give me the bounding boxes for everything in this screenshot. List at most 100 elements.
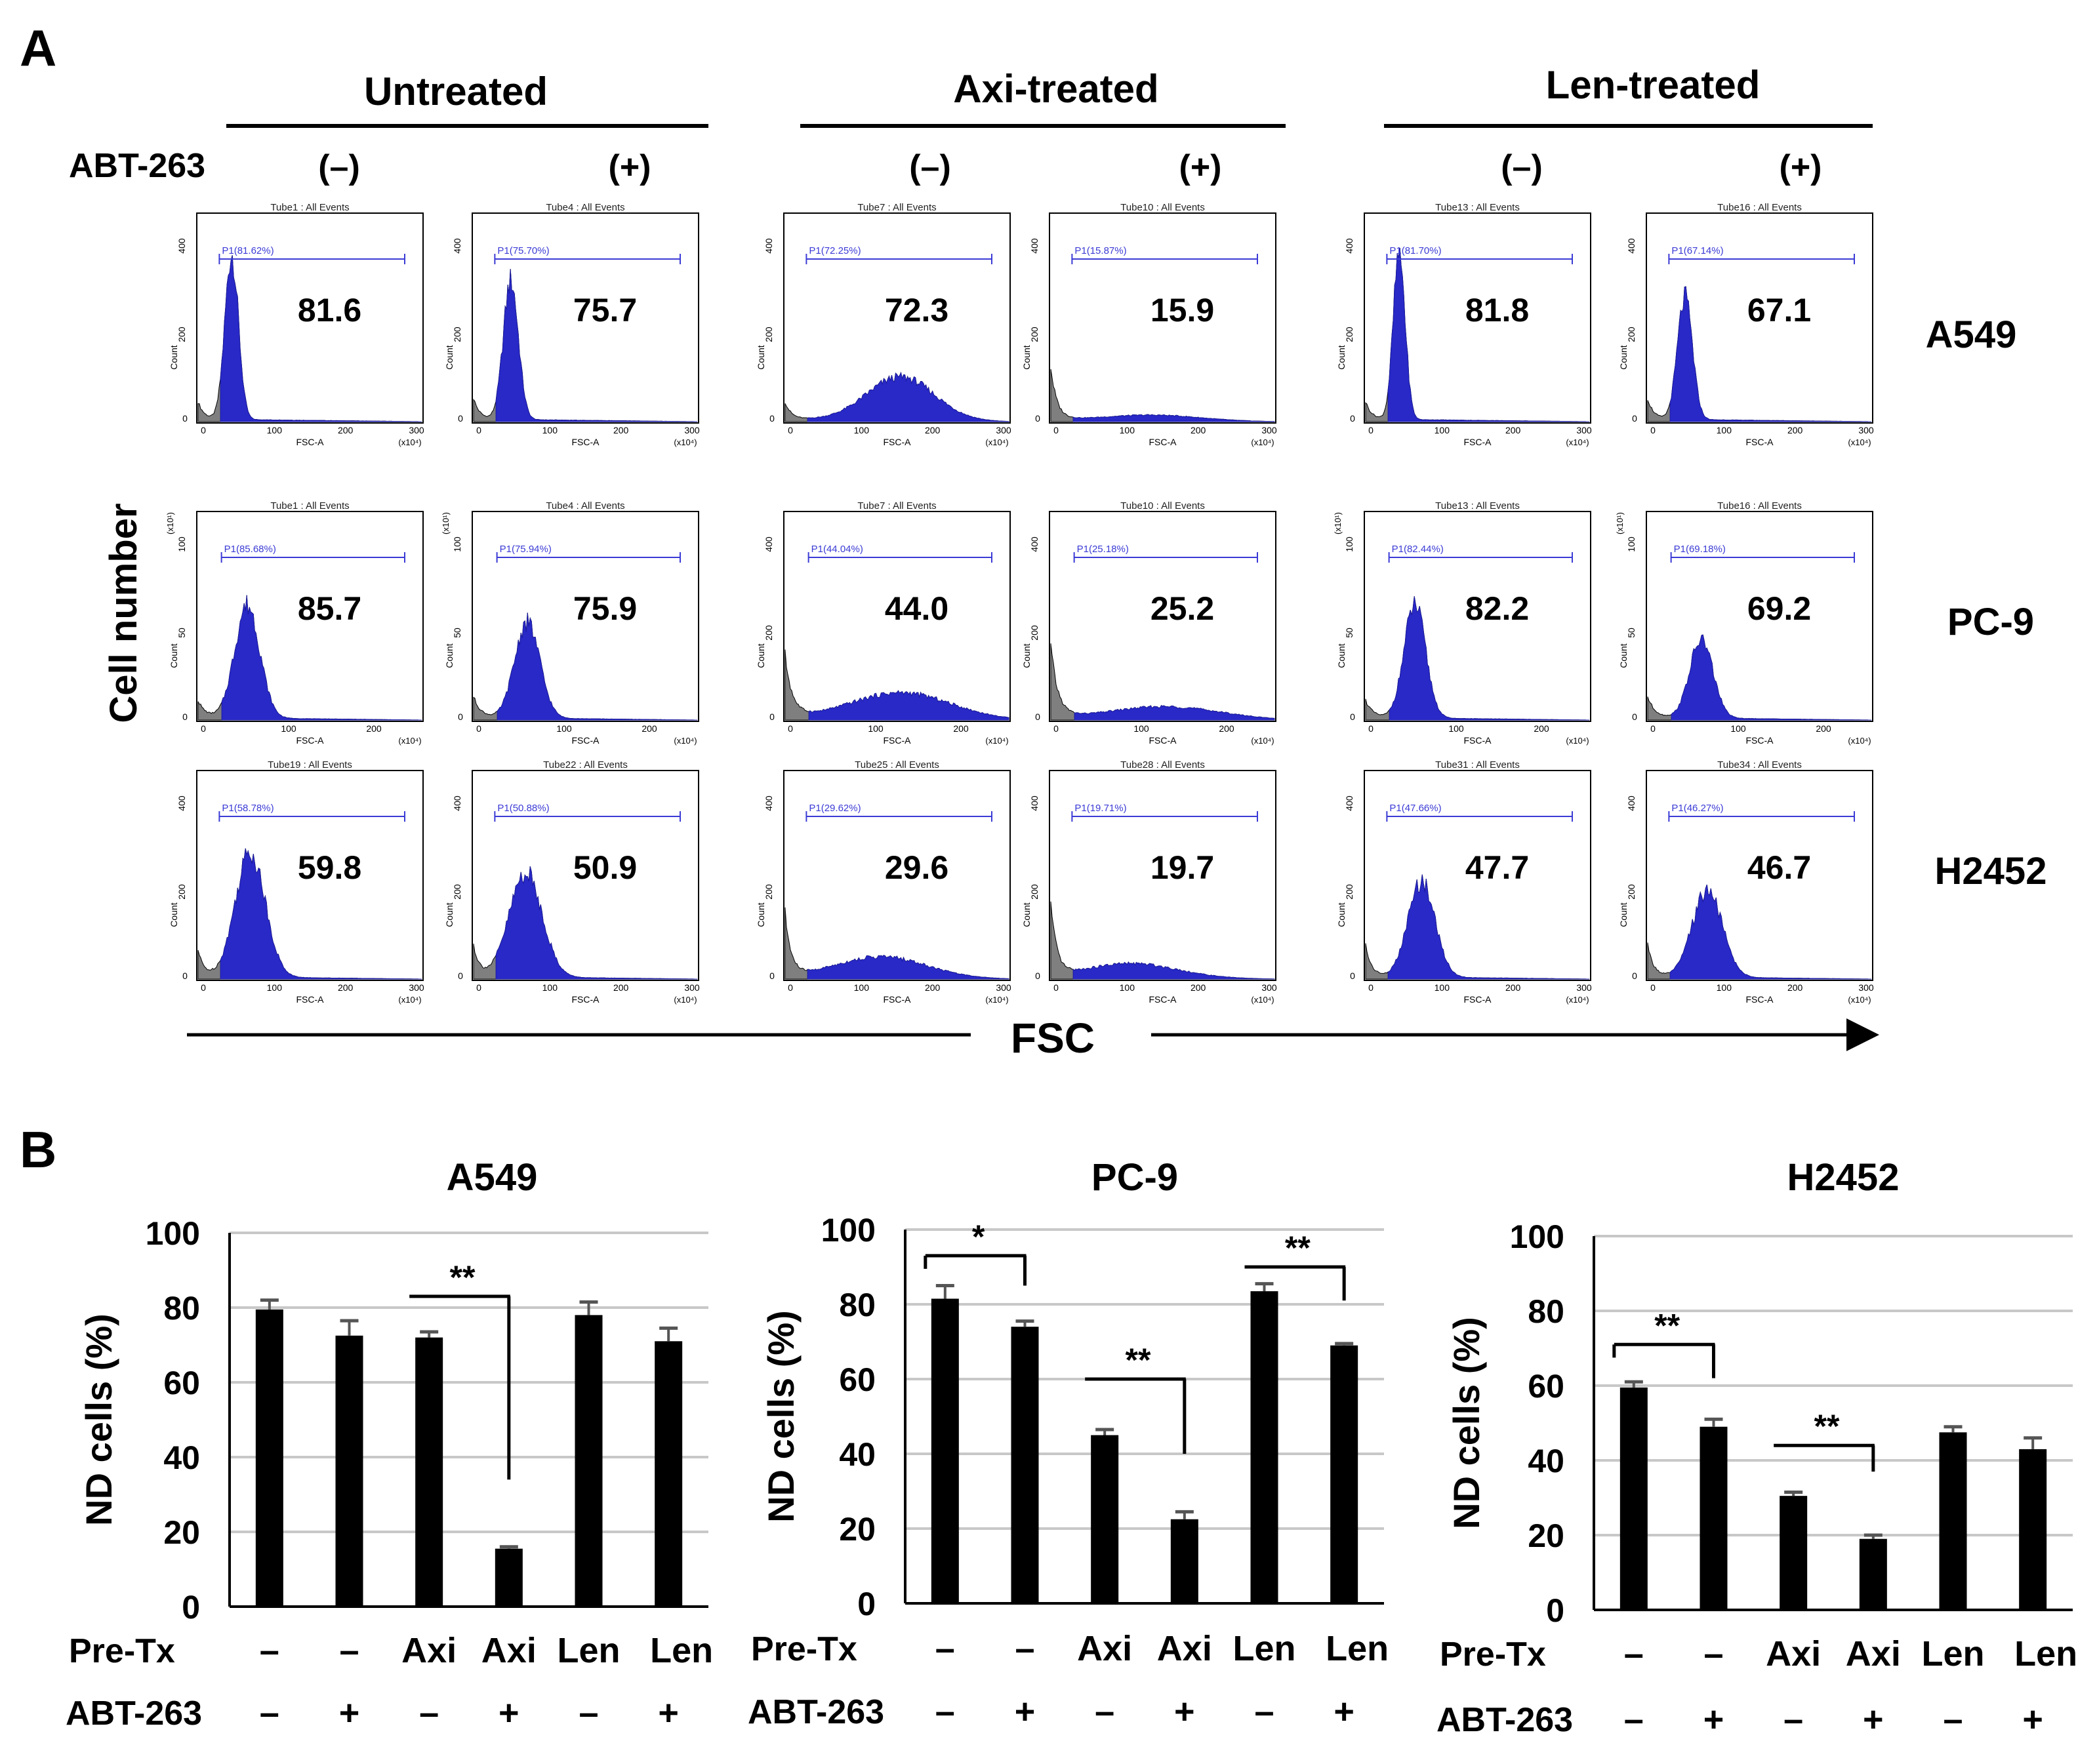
x-unit-label: (x10⁴): [1848, 995, 1871, 1005]
abt-category: –: [1783, 1700, 1803, 1739]
abt-category: +: [1703, 1700, 1724, 1739]
y-axis-title: Count: [756, 643, 766, 668]
x-tick-label-zero: 0: [201, 723, 206, 734]
x-tick-label: 200: [366, 723, 382, 734]
x-tick-label: 100: [556, 723, 572, 734]
y-tick-label-max: 400: [1626, 238, 1637, 254]
x-unit-label: (x10⁴): [1566, 736, 1589, 746]
y-tick-label-max: 400: [452, 795, 462, 811]
y-tick-label-max: 400: [452, 238, 462, 254]
abt-category: –: [419, 1693, 439, 1733]
group-header-untreated: Untreated: [364, 70, 548, 113]
plot-frame: [1646, 511, 1873, 722]
tube-title: Tube28 : All Events: [1120, 759, 1205, 771]
y-tick-label: 0: [1546, 1592, 1564, 1629]
y-axis-title: Count: [1021, 902, 1032, 927]
x-tick-label: 200: [1816, 723, 1831, 734]
x-tick-label: 300: [1858, 982, 1874, 993]
y-multiplier: (x10¹): [1615, 512, 1625, 534]
gated-histogram: [1074, 705, 1275, 721]
x-axis-title: FSC-A: [572, 437, 600, 447]
x-unit-label: (x10⁴): [674, 736, 697, 746]
x-tick-label: 100: [281, 723, 296, 734]
x-tick-label-zero: 0: [1053, 723, 1059, 734]
x-axis-title: FSC-A: [296, 735, 325, 746]
bar: [931, 1298, 959, 1603]
abt-state: (+): [1780, 148, 1822, 186]
plot-frame: [1049, 212, 1276, 424]
x-tick-label: 100: [854, 982, 870, 993]
y-tick-label: 20: [163, 1514, 200, 1551]
pretx-category: Len: [1326, 1629, 1389, 1668]
x-tick-label: 100: [1120, 425, 1135, 435]
x-tick-label: 200: [613, 425, 629, 435]
y-tick-label: 100: [146, 1215, 200, 1252]
significance-label: **: [1285, 1230, 1311, 1266]
bar-chart: A549 ND cells (%) 0 20 40 60 80 100 ** Pre-Tx ABT-…: [66, 1156, 713, 1733]
abt-row-label: ABT-263: [66, 1694, 202, 1733]
cell-line-label-a549: A549: [1926, 313, 2017, 356]
histogram-plot: Tube10 : All Events 400 200 0 Count 100 200 300…: [1021, 202, 1277, 447]
nd-percent-value: 75.7: [573, 292, 637, 329]
bar: [1939, 1432, 1967, 1610]
gate-label: P1(75.70%): [497, 245, 549, 256]
x-axis-title: FSC-A: [1464, 437, 1492, 447]
x-unit-label: (x10⁴): [985, 736, 1008, 746]
y-tick-label: 100: [821, 1212, 876, 1249]
bar: [1091, 1435, 1119, 1603]
x-tick-label: 300: [996, 425, 1011, 435]
x-tick-label: 100: [1448, 723, 1464, 734]
abt263-row-label: ABT-263: [69, 147, 205, 185]
x-tick-label: 100: [542, 982, 558, 993]
abt-category: –: [260, 1693, 279, 1733]
tube-title: Tube4 : All Events: [546, 500, 624, 511]
y-multiplier: (x10¹): [441, 512, 451, 534]
x-tick-label: 100: [854, 425, 870, 435]
y-tick-label-zero: 0: [1350, 971, 1355, 981]
y-tick-label: 40: [839, 1436, 876, 1473]
y-axis-title: Count: [169, 902, 179, 927]
group-header-len: Len-treated: [1546, 63, 1761, 107]
x-axis-title: FSC-A: [884, 437, 912, 447]
bar: [415, 1337, 443, 1607]
bar: [495, 1548, 523, 1607]
abt-category: +: [1334, 1692, 1354, 1731]
x-tick-label: 100: [1730, 723, 1746, 734]
y-tick-label-mid: 200: [763, 884, 774, 900]
bar: [1250, 1291, 1278, 1603]
y-tick-label-mid: 200: [1626, 327, 1637, 342]
cell-line-label-h2452: H2452: [1935, 850, 2047, 892]
y-axis-title: Count: [1336, 643, 1347, 668]
y-tick-label: 0: [857, 1586, 876, 1622]
nd-percent-value: 69.2: [1747, 590, 1811, 627]
gated-histogram: [1671, 634, 1872, 721]
y-axis-title: Count: [444, 902, 455, 927]
x-tick-label: 100: [542, 425, 558, 435]
fsc-axis-label: FSC: [1011, 1014, 1095, 1062]
nd-percent-value: 47.7: [1465, 849, 1529, 886]
gated-histogram: [808, 690, 1009, 721]
y-tick-label-mid: 200: [452, 327, 462, 342]
bar: [575, 1315, 603, 1607]
y-axis-title: Count: [1618, 643, 1629, 668]
nd-percent-value: 81.8: [1465, 292, 1529, 329]
gate-label: P1(67.14%): [1671, 245, 1723, 256]
y-tick-label-max: 400: [1344, 238, 1354, 254]
y-axis-label: ND cells (%): [760, 1310, 802, 1523]
y-tick-label-mid: 200: [176, 884, 187, 900]
x-unit-label: (x10⁴): [1251, 736, 1274, 746]
gated-histogram: [1072, 414, 1275, 422]
abt-state: (–): [318, 148, 360, 186]
tube-title: Tube34 : All Events: [1717, 759, 1802, 771]
x-axis-title: FSC-A: [572, 735, 600, 746]
tube-title: Tube4 : All Events: [546, 202, 624, 213]
y-tick-label-max: 400: [176, 795, 187, 811]
pretx-row-label: Pre-Tx: [69, 1632, 175, 1670]
y-tick-label-zero: 0: [769, 971, 775, 981]
gate-label: P1(15.87%): [1074, 245, 1126, 256]
pretx-category: Axi: [481, 1631, 537, 1670]
bar: [255, 1309, 283, 1607]
chart-title: PC-9: [1091, 1156, 1178, 1199]
abt-state: (+): [609, 148, 651, 186]
